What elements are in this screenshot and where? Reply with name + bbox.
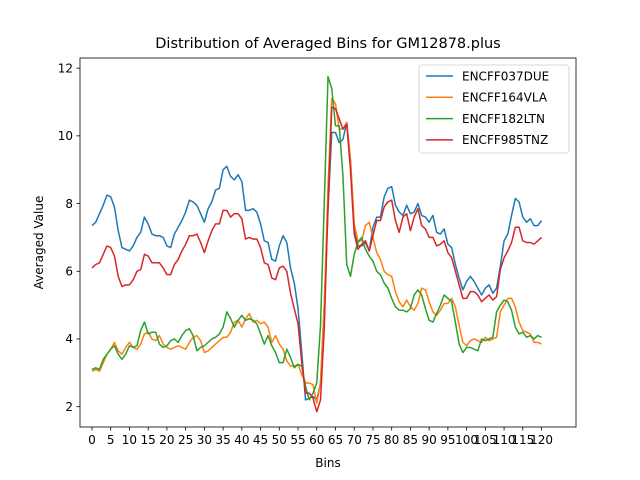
series-line-1 [91,97,542,405]
legend-label-1: ENCFF164VLA [462,91,548,105]
x-tick-label: 15 [141,433,156,447]
plot-area [91,75,543,413]
x-tick-label: 100 [455,433,478,447]
y-axis: 2 4 6 8 10 12 [58,61,80,414]
x-tick-label: 5 [107,433,115,447]
x-tick-label: 65 [328,433,343,447]
x-tick-label: 0 [88,433,96,447]
x-tick-label: 75 [365,433,380,447]
x-axis: 0 5 10 15 20 25 30 35 40 45 50 55 60 65 70 75 80 85 90 95 10… [88,427,553,447]
x-tick-label: 45 [253,433,268,447]
x-tick-label: 55 [290,433,305,447]
x-tick-label: 35 [215,433,230,447]
x-tick-label: 10 [122,433,137,447]
x-tick-label: 90 [422,433,437,447]
y-tick-label: 2 [65,400,73,414]
x-tick-label: 120 [530,433,553,447]
y-tick-label: 12 [58,61,73,75]
x-tick-label: 95 [440,433,455,447]
x-tick-label: 115 [511,433,534,447]
x-tick-label: 70 [347,433,362,447]
legend-label-0: ENCFF037DUE [462,69,549,83]
x-tick-label: 110 [493,433,516,447]
x-tick-label: 50 [272,433,287,447]
legend-label-3: ENCFF985TNZ [462,133,548,147]
y-tick-label: 4 [65,332,73,346]
series-line-0 [91,121,543,401]
x-tick-label: 30 [197,433,212,447]
y-tick-label: 8 [65,197,73,211]
x-tick-label: 105 [474,433,497,447]
y-tick-label: 10 [58,129,73,143]
x-tick-label: 20 [159,433,174,447]
x-tick-label: 60 [309,433,324,447]
x-tick-label: 40 [234,433,249,447]
chart-title: Distribution of Averaged Bins for GM1287… [155,36,500,52]
legend-box [418,64,570,154]
x-tick-label: 85 [403,433,418,447]
series-line-3 [91,106,543,413]
legend: ENCFF037DUE ENCFF164VLA ENCFF182LTN ENCFF98… [418,64,570,154]
x-axis-label: Bins [315,456,340,470]
y-tick-label: 6 [65,264,73,278]
plot-frame [79,57,577,428]
series-line-2 [91,75,542,401]
x-tick-label: 25 [178,433,193,447]
legend-label-2: ENCFF182LTN [462,112,545,126]
x-tick-label: 80 [384,433,399,447]
y-axis-label: Averaged Value [32,196,46,290]
